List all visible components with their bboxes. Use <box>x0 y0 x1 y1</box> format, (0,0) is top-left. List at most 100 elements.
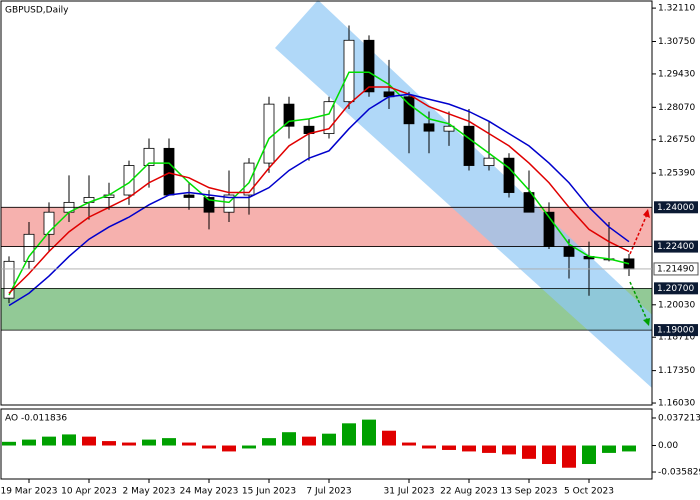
osc-bar <box>302 436 316 446</box>
osc-bar <box>102 441 116 446</box>
osc-bar <box>422 445 436 449</box>
oscillator-frame <box>0 408 653 480</box>
candle-body <box>263 103 275 164</box>
osc-bar <box>602 445 616 453</box>
y-tick-label: 1.18710 <box>658 333 695 343</box>
osc-tick-label: 0.00 <box>658 441 678 451</box>
current-price-label: 1.21490 <box>657 264 694 274</box>
osc-bar <box>562 445 576 468</box>
candle-body <box>423 123 435 132</box>
y-tick-label: 1.28070 <box>658 103 695 113</box>
x-tick-label: 5 Oct 2023 <box>564 487 614 497</box>
level-label: 1.22400 <box>657 242 694 252</box>
price-channel <box>275 0 700 388</box>
level-label-box <box>654 282 698 295</box>
y-tick-label: 1.20030 <box>658 300 695 310</box>
level-label: 1.20700 <box>657 284 694 294</box>
candle-body <box>203 197 215 213</box>
x-tick-label: 22 Aug 2023 <box>440 487 498 497</box>
chart-title: GBPUSD,Daily <box>5 6 69 16</box>
candle-body <box>163 147 175 196</box>
osc-bar <box>162 438 176 446</box>
candle-body <box>283 103 295 127</box>
candle-body <box>183 194 195 198</box>
osc-bar <box>322 433 336 446</box>
candle-body <box>23 233 35 262</box>
osc-bar <box>62 434 76 446</box>
zone <box>1 288 652 331</box>
candle-body <box>623 258 635 270</box>
x-tick-label: 24 May 2023 <box>180 487 239 497</box>
x-tick-label: 19 Mar 2023 <box>0 487 57 497</box>
candle-body <box>363 39 375 93</box>
osc-bar <box>542 445 556 465</box>
osc-bar <box>182 442 196 446</box>
osc-bar <box>142 439 156 446</box>
oscillator-title: AO -0.011836 <box>5 414 67 424</box>
candle-body <box>123 165 135 196</box>
x-tick-label: 15 Jun 2023 <box>242 487 296 497</box>
osc-bar <box>282 432 296 446</box>
osc-bar <box>522 445 536 459</box>
osc-tick-label: -0.035829 <box>658 468 700 478</box>
osc-bar <box>362 419 376 446</box>
osc-tick-label: 0.037213 <box>658 413 700 423</box>
candle-body <box>483 157 495 166</box>
level-label: 1.24000 <box>657 203 694 213</box>
candle-body <box>343 39 355 103</box>
candle-body <box>563 246 575 257</box>
osc-bar <box>2 441 16 446</box>
up-arrow <box>629 211 649 255</box>
osc-bar <box>202 445 216 449</box>
candle-body <box>323 101 335 135</box>
candle-body <box>143 147 155 166</box>
osc-bar <box>122 442 136 446</box>
current-price-box <box>653 262 699 276</box>
x-tick-label: 13 Sep 2023 <box>500 487 557 497</box>
moving-average <box>8 86 630 294</box>
y-tick-label: 1.16030 <box>658 399 695 409</box>
osc-bar <box>22 439 36 446</box>
candle-body <box>523 192 535 213</box>
x-tick-label: 2 May 2023 <box>123 487 176 497</box>
osc-bar <box>442 445 456 450</box>
candle-body <box>443 125 455 132</box>
down-arrow-head <box>643 318 650 326</box>
candle-body <box>463 125 475 166</box>
osc-bar <box>42 436 56 446</box>
candle-body <box>503 157 515 193</box>
candle-body <box>43 211 55 235</box>
x-tick-label: 31 Jul 2023 <box>384 487 435 497</box>
osc-bar <box>82 436 96 446</box>
osc-bar <box>582 445 596 465</box>
main-frame <box>0 0 653 406</box>
y-tick-label: 1.26750 <box>658 135 695 145</box>
osc-bar <box>342 423 356 446</box>
x-tick-label: 10 Apr 2023 <box>61 487 117 497</box>
y-tick-label: 1.29430 <box>658 69 695 79</box>
y-tick-label: 1.30750 <box>658 37 695 47</box>
up-arrow-head <box>643 209 650 218</box>
moving-average <box>8 71 630 296</box>
y-tick-label: 1.32110 <box>658 4 695 14</box>
candle-body <box>3 260 15 299</box>
osc-bar <box>482 445 496 453</box>
level-label-box <box>654 240 698 253</box>
osc-bar <box>502 445 516 455</box>
plot <box>3 25 635 307</box>
level-label-box <box>654 201 698 214</box>
candle-body <box>223 194 235 213</box>
candle-body <box>243 162 255 196</box>
osc-bar <box>622 445 636 452</box>
osc-bar <box>242 445 256 449</box>
osc-bar <box>402 442 416 446</box>
osc-bar <box>462 445 476 452</box>
y-tick-label: 1.25390 <box>658 169 695 179</box>
osc-bar <box>382 430 396 446</box>
level-label: 1.19000 <box>657 326 694 336</box>
x-tick-label: 7 Jul 2023 <box>306 487 351 497</box>
level-label-box <box>654 324 698 337</box>
osc-bar <box>222 445 236 452</box>
moving-average <box>8 93 630 307</box>
